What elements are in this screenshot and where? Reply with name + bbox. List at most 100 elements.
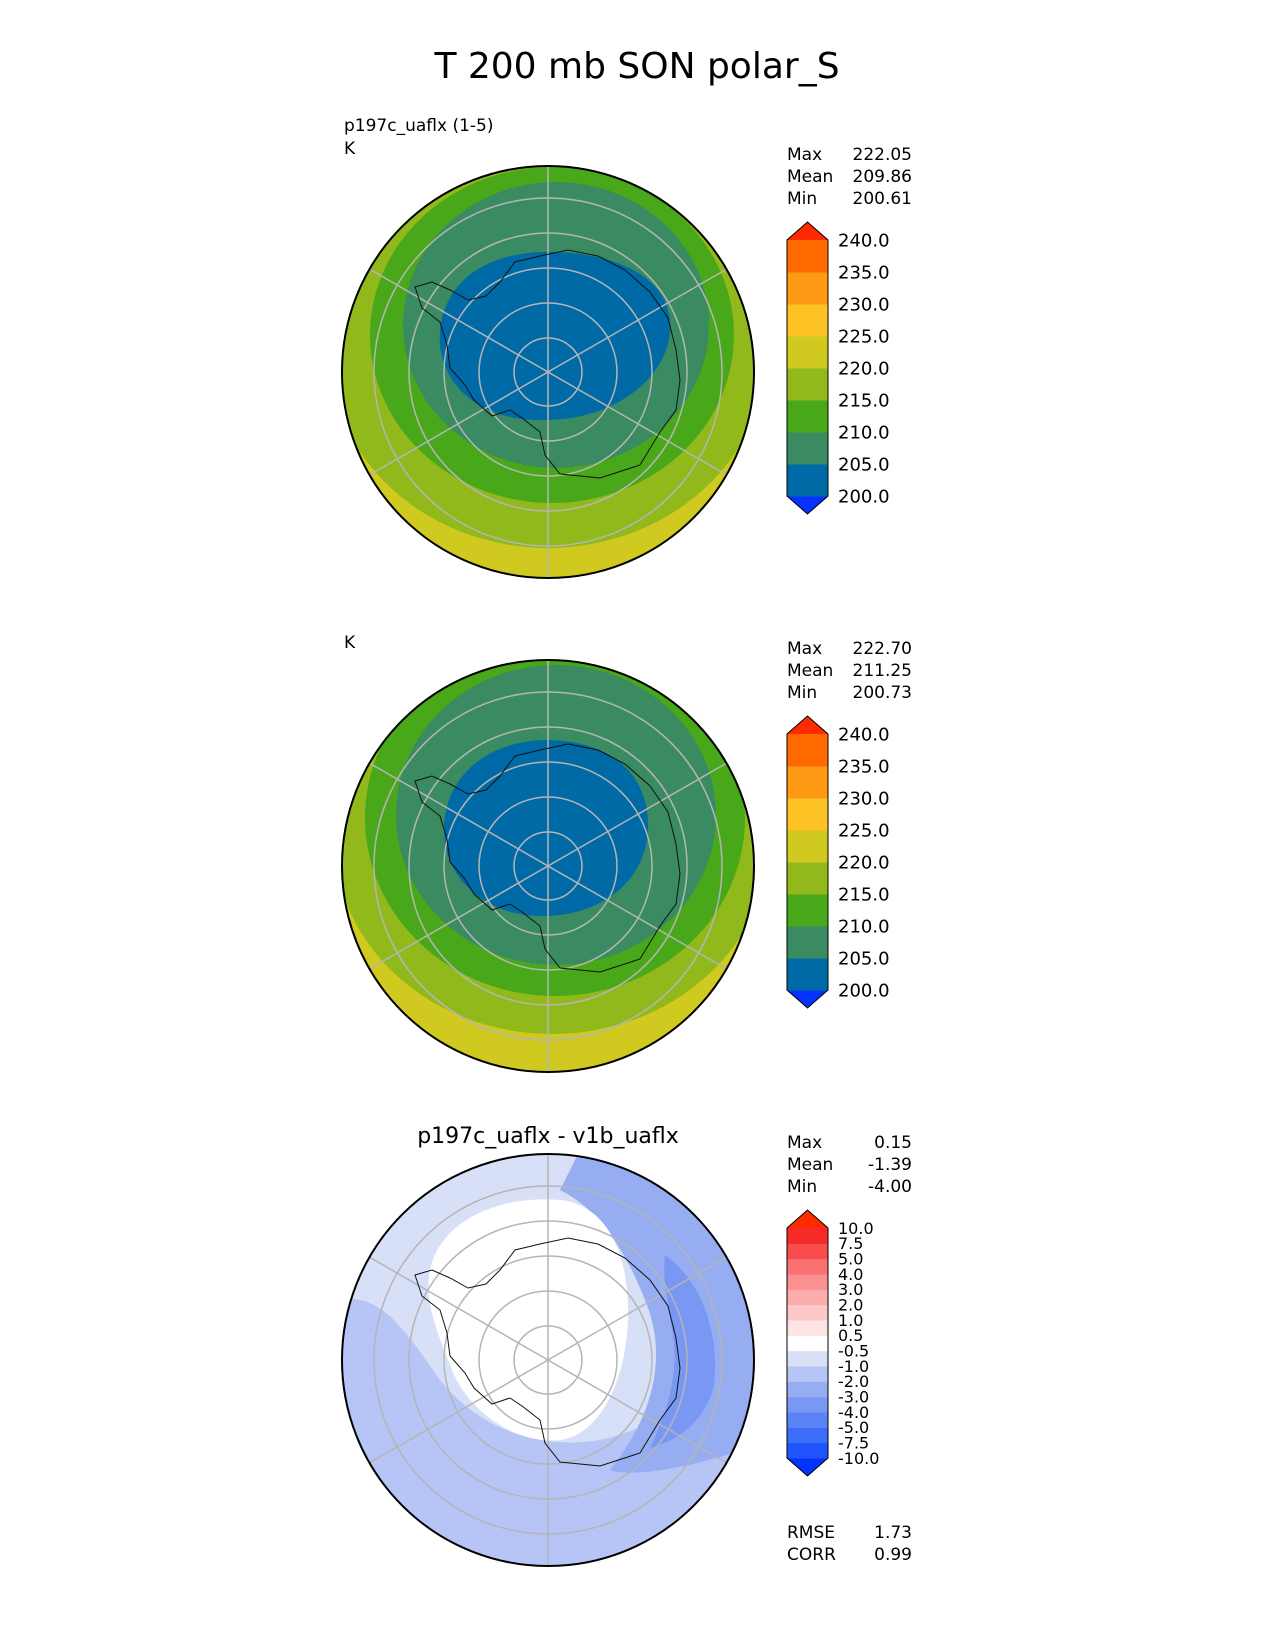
stat-min-value: -4.00 [868,1177,912,1197]
colorbar-tick-label: 225.0 [838,820,890,841]
colorbar-bin [787,1396,828,1413]
stats-box: Max 222.05 Mean 209.86 Min 200.61 [787,145,912,209]
colorbar-extend-low [787,1458,828,1476]
graticule [363,660,733,1072]
stat-max-label: Max [787,145,822,165]
colorbar-tick-label: -5.0 [838,1418,869,1437]
colorbar-bin [787,862,828,895]
stat-max-value: 0.15 [874,1133,912,1153]
colorbar-tick-label: -4.0 [838,1403,869,1422]
contour-band--3 [650,1255,716,1448]
corr-label: CORR [787,1545,836,1565]
map-boundary [341,1153,755,1567]
colorbar: 200.0 205.0 210.0 215.0 220.0 225.0 230.0 235.0… [786,715,890,1009]
colorbar-tick-label: 3.0 [838,1280,863,1299]
colorbar-tick-label: 5.0 [838,1249,863,1268]
stats-box: Max 222.70 Mean 211.25 Min 200.73 [787,639,912,703]
coastline [414,249,681,479]
colorbar-bin [787,766,828,799]
colorbar-tick-label: -1.0 [838,1357,869,1376]
colorbar-tick-label: 240.0 [838,230,890,251]
graticule [363,166,733,578]
colorbar-outline [786,1209,829,1477]
stat-mean-value: 211.25 [853,661,912,681]
units-label: K [344,139,356,159]
colorbar-bin [787,1366,828,1382]
colorbar-bin [787,1335,828,1352]
stats-box: Max 0.15 Mean -1.39 Min -4.00 [787,1133,912,1197]
colorbar-bin [787,272,828,305]
panel-reference: K Max 222.70 Mean 211.25 Min 200 [341,633,912,1073]
colorbar-outline [786,221,829,515]
colorbar-bin [787,1427,828,1444]
colorbar-tick-label: 205.0 [838,948,890,969]
colorbar-bin [787,926,828,959]
colorbar-tick-label: 235.0 [838,262,890,283]
colorbar-bin [787,1243,828,1260]
colorbar-tick-label: 220.0 [838,852,890,873]
coastline [414,1237,681,1467]
colorbar-tick-label: 235.0 [838,756,890,777]
colorbar-extend-high [787,716,828,734]
colorbar-bin [787,1228,828,1244]
colorbar-bin [787,958,828,991]
contour-band-200 [439,251,671,421]
coastline [414,743,681,973]
colorbar-bin [787,1320,828,1336]
colorbar-bin [787,400,828,433]
colorbar-outline [786,715,829,1009]
colorbar-extend-low [787,990,828,1008]
colorbar-bin [787,894,828,927]
colorbar-bin [787,464,828,497]
stat-min-label: Min [787,189,817,209]
colorbar-bin [787,240,828,273]
colorbar-bin [787,1304,828,1321]
colorbar-tick-label: 230.0 [838,294,890,315]
stat-min-label: Min [787,683,817,703]
colorbar-tick-label: 200.0 [838,980,890,1001]
colorbar-tick-label: 240.0 [838,724,890,745]
polar-map [342,166,754,578]
stat-max-value: 222.70 [853,639,912,659]
colorbar-bin [787,734,828,767]
contour-band-zero [428,1199,629,1441]
polar-map [342,1154,754,1566]
colorbar-tick-label: 210.0 [838,916,890,937]
colorbar-extend-high [787,222,828,240]
colorbar-tick-label: 200.0 [838,486,890,507]
colorbar-tick-label: 220.0 [838,358,890,379]
colorbar-bin [787,1258,828,1275]
colorbar-tick-label: 225.0 [838,326,890,347]
colorbar-tick-label: 1.0 [838,1311,863,1330]
stat-min-value: 200.73 [853,683,912,703]
figure-title: T 200 mb SON polar_S [433,46,839,87]
rmse-value: 1.73 [874,1523,912,1543]
map-boundary [341,165,755,579]
panel-subtitle: p197c_uaflx (1-5) [344,116,493,136]
colorbar-tick-label: 215.0 [838,390,890,411]
colorbar-tick-label: -2.0 [838,1372,869,1391]
colorbar-tick-label: -0.5 [838,1341,869,1360]
units-label: K [344,633,356,653]
stat-mean-label: Mean [787,1155,833,1175]
colorbar-tick-label: -10.0 [838,1449,879,1468]
colorbar-bin [787,1274,828,1290]
stat-mean-label: Mean [787,661,833,681]
panel-subtitle: p197c_uaflx - v1b_uaflx [417,1124,679,1149]
colorbar-bin [787,432,828,465]
colorbar-bin [787,336,828,369]
colorbar-bin [787,1412,828,1428]
stat-mean-label: Mean [787,167,833,187]
polar-map [342,660,754,1072]
stat-max-label: Max [787,1133,822,1153]
graticule [363,1154,733,1566]
colorbar-tick-label: -7.5 [838,1433,869,1452]
colorbar-tick-label: 10.0 [838,1219,874,1238]
colorbar-bin [787,1381,828,1398]
stat-mean-value: 209.86 [853,167,912,187]
contour-band-200 [443,740,649,917]
stat-min-value: 200.61 [853,189,912,209]
colorbar: -10.0-7.5-5.0-4.0-3.0-2.0-1.0-0.50.51.02… [786,1209,879,1477]
colorbar-bin [787,1350,828,1367]
